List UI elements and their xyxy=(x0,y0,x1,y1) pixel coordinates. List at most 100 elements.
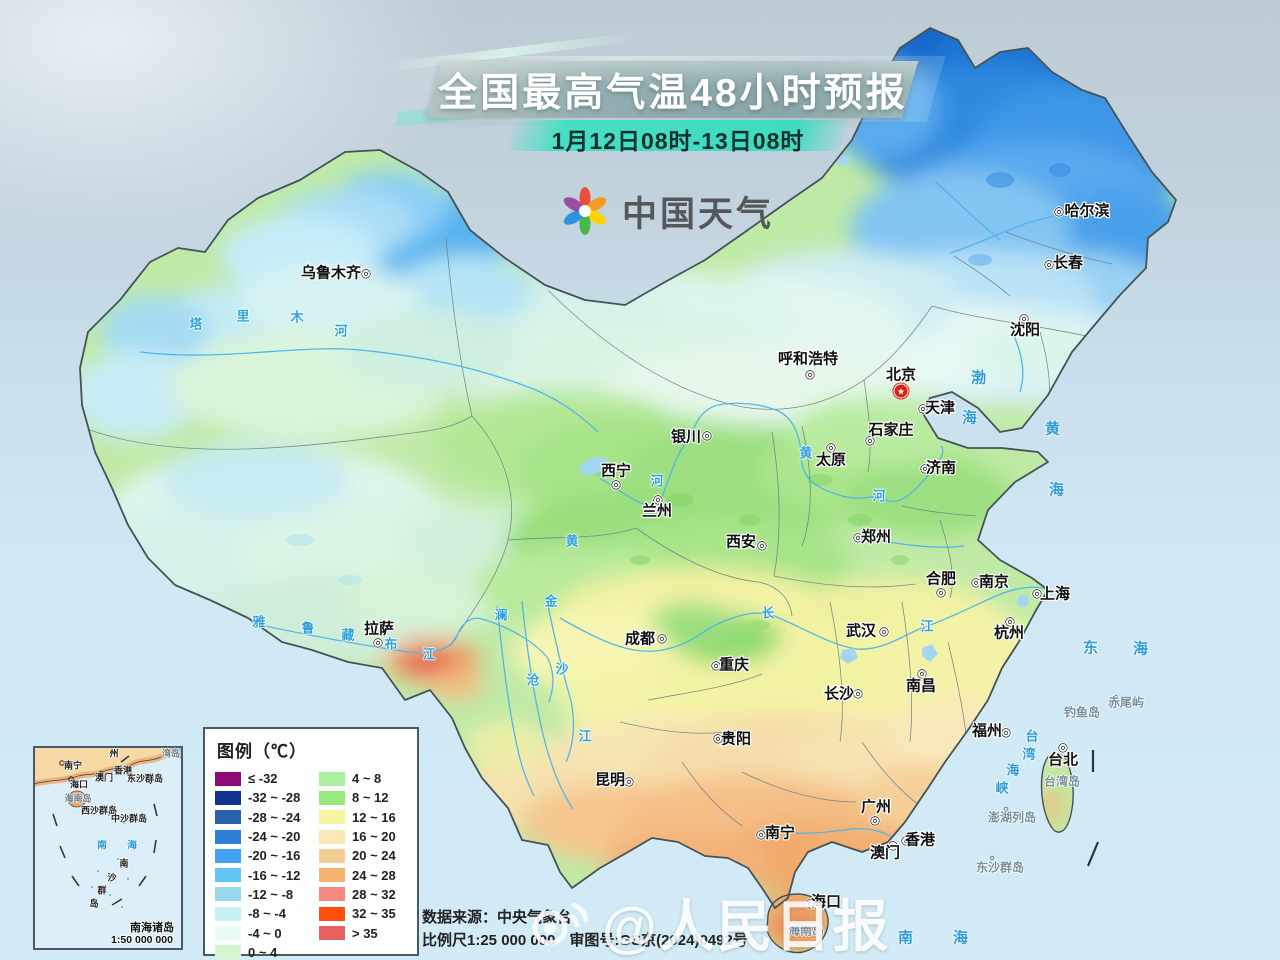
inset-label: 澳门 xyxy=(94,772,114,783)
inset-city-dots xyxy=(59,760,120,782)
legend-range-label: 20 ~ 24 xyxy=(352,848,396,864)
legend-range-label: -24 ~ -20 xyxy=(248,829,301,845)
legend-item: -20 ~ -16 xyxy=(215,846,316,865)
legend-swatch xyxy=(319,906,345,921)
legend-range-label: 32 ~ 35 xyxy=(352,906,396,922)
china-weather-logo: 中国天气 xyxy=(558,184,774,238)
legend-range-label: 0 ~ 4 xyxy=(248,944,278,960)
legend-item: 8 ~ 12 xyxy=(319,788,396,807)
legend-title: 图例（℃） xyxy=(217,742,307,761)
inset-label: 西沙群岛 xyxy=(80,805,118,816)
legend-item: 20 ~ 24 xyxy=(319,846,396,865)
legend-item: 4 ~ 8 xyxy=(319,769,396,788)
legend-range-label: 12 ~ 16 xyxy=(352,809,396,825)
watermark-text: @人民日报 xyxy=(602,895,891,958)
legend-swatch xyxy=(319,771,345,786)
province-borders xyxy=(89,231,1113,827)
legend-column: 4 ~ 8 8 ~ 12 12 ~ 16 16 ~ 20 20 ~ 24 24 ~ 28 2… xyxy=(319,769,396,960)
inset-label: 海南岛 xyxy=(64,793,92,804)
pinwheel-logo-icon xyxy=(563,187,607,235)
inset-dash-line xyxy=(52,755,158,906)
legend-swatch xyxy=(319,810,345,825)
dash-boundary-line xyxy=(1086,750,1100,867)
inset-label: 沙 xyxy=(107,872,117,883)
legend-columns: ≤ -32 -32 ~ -28 -28 ~ -24 -24 ~ -20 -20 ~ -1… xyxy=(215,769,409,960)
inset-label: 南宁 xyxy=(63,760,83,771)
inset-label: 中沙群岛 xyxy=(110,813,148,824)
inset-label: 州 xyxy=(109,748,119,759)
hainan-island xyxy=(766,893,829,954)
inset-label: 海 xyxy=(127,840,137,852)
legend-range-label: 16 ~ 20 xyxy=(352,829,396,845)
small-islands xyxy=(989,694,1119,861)
legend-range-label: -12 ~ -8 xyxy=(248,886,294,902)
legend-item: -32 ~ -28 xyxy=(215,788,316,807)
legend-range-label: 24 ~ 28 xyxy=(352,867,396,883)
legend-swatch xyxy=(319,887,345,902)
inset-label: 海口 xyxy=(69,779,89,790)
legend-swatch xyxy=(319,868,345,883)
inset-label: 南 xyxy=(119,858,129,869)
map-scale-text: 比例尺1:25 000 000 xyxy=(422,932,556,949)
legend-range-label: -4 ~ 0 xyxy=(248,925,282,941)
inset-label: 东沙群岛 xyxy=(126,773,164,784)
inset-label: 南海诸岛 xyxy=(130,922,174,934)
legend-swatch xyxy=(215,887,241,902)
legend-range-label: 28 ~ 32 xyxy=(352,886,396,902)
legend-item: 0 ~ 4 xyxy=(215,943,316,960)
legend-swatch xyxy=(215,771,241,786)
legend-range-label: -28 ~ -24 xyxy=(248,809,301,825)
watermark: @人民日报 xyxy=(528,882,891,960)
inset-label: 1:50 000 000 xyxy=(111,934,173,946)
legend-item: 32 ~ 35 xyxy=(319,904,396,923)
legend-swatch xyxy=(215,790,241,805)
weibo-icon xyxy=(532,902,589,945)
legend-swatch xyxy=(319,926,345,941)
china-outline xyxy=(79,27,1177,909)
legend-swatch xyxy=(319,848,345,863)
legend-item: 12 ~ 16 xyxy=(319,808,396,827)
legend-swatch xyxy=(319,829,345,844)
legend-range-label: 8 ~ 12 xyxy=(352,790,389,806)
inset-label: 香港 xyxy=(113,765,133,776)
legend-panel: 图例（℃） ≤ -32 -32 ~ -28 -28 ~ -24 -24 ~ -20 -2… xyxy=(203,727,419,960)
legend-item: -8 ~ -4 xyxy=(215,904,316,923)
legend-column: ≤ -32 -32 ~ -28 -28 ~ -24 -24 ~ -20 -20 ~ -1… xyxy=(215,769,316,960)
legend-swatch xyxy=(215,906,241,921)
lakes xyxy=(579,155,1029,664)
map-approval-text: 审图号:GS京(2024)0492号 xyxy=(569,932,748,949)
legend-swatch xyxy=(215,868,241,883)
legend-item: -24 ~ -20 xyxy=(215,827,316,846)
legend-range-label: ≤ -32 xyxy=(248,771,278,787)
legend-item: -28 ~ -24 xyxy=(215,808,316,827)
legend-item: > 35 xyxy=(319,923,396,942)
rivers xyxy=(139,181,1099,840)
legend-range-label: 4 ~ 8 xyxy=(352,771,382,787)
legend-item: 24 ~ 28 xyxy=(319,865,396,884)
logo-text: 中国天气 xyxy=(622,194,775,234)
forecast-period: 1月12日08时-13日08时 xyxy=(551,128,805,154)
legend-range-label: -32 ~ -28 xyxy=(248,790,301,806)
legend-item: 16 ~ 20 xyxy=(319,827,396,846)
legend-item: -12 ~ -8 xyxy=(215,885,316,904)
legend-swatch xyxy=(215,926,241,941)
inset-label: 群 xyxy=(97,885,107,896)
legend-swatch xyxy=(215,848,241,863)
south-china-sea-inset: 州湾岛 南宁 香港 东沙群岛 澳门 海口 海南岛 西沙群岛 中沙群岛南海南沙群岛南海诸岛 1:50… xyxy=(33,746,183,950)
legend-range-label: > 35 xyxy=(352,925,378,941)
legend-range-label: -8 ~ -4 xyxy=(248,906,286,922)
legend-item: -4 ~ 0 xyxy=(215,923,316,942)
legend-swatch xyxy=(319,790,345,805)
inset-label: 岛 xyxy=(89,898,99,909)
page-title: 全国最高气温48小时预报 xyxy=(438,72,908,115)
inset-label: 湾岛 xyxy=(161,748,181,759)
inset-label: 南 xyxy=(97,840,107,852)
legend-item: 28 ~ 32 xyxy=(319,885,396,904)
legend-range-label: -20 ~ -16 xyxy=(248,848,301,864)
legend-range-label: -16 ~ -12 xyxy=(248,867,301,883)
inset-island-specks xyxy=(91,806,129,908)
legend-item: ≤ -32 xyxy=(215,769,316,788)
legend-swatch xyxy=(215,810,241,825)
